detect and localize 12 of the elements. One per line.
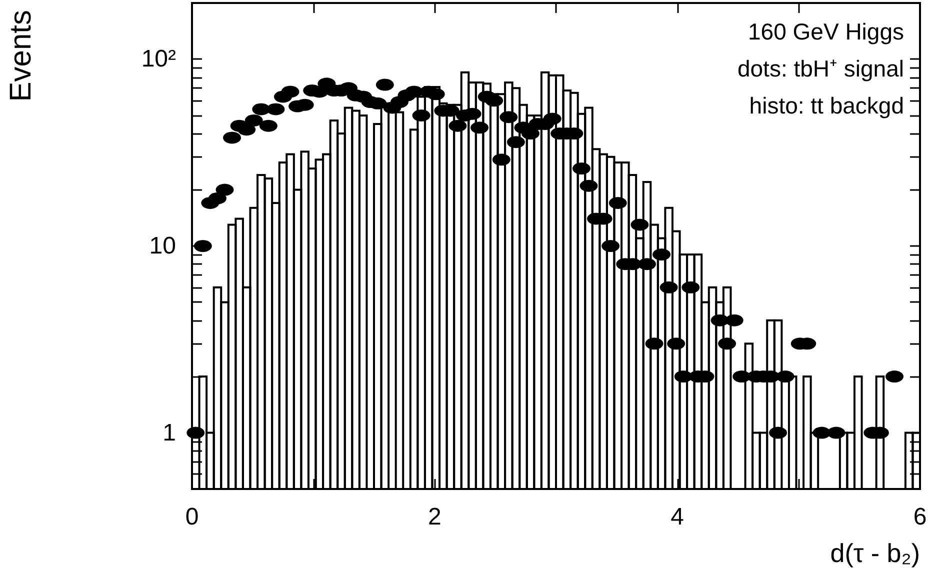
- y-tick-label: 10: [149, 232, 176, 260]
- x-tick-label: 0: [185, 504, 199, 530]
- annotation: dots: tbH⁺ signal: [737, 56, 904, 82]
- y-tick-label: 1: [162, 419, 176, 446]
- x-tick-label: 6: [913, 504, 927, 530]
- annotation: histo: tt backgd: [749, 92, 904, 118]
- y-tick-label: 10²: [141, 46, 176, 73]
- annotation: 160 GeV Higgs: [748, 18, 904, 44]
- x-axis-title: d(τ - b₂): [830, 538, 920, 568]
- y-axis-title: Events: [4, 10, 38, 102]
- x-tick-label: 2: [428, 504, 442, 530]
- x-tick-label: 4: [670, 504, 684, 530]
